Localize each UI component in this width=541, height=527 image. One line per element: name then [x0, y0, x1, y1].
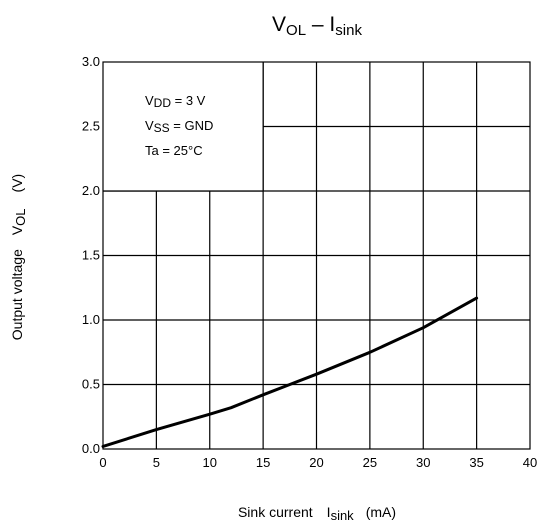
conditions-box — [103, 62, 264, 191]
y-axis-ticks: 0.0 0.5 1.0 1.5 2.0 2.5 3.0 — [82, 54, 100, 456]
y-tick-label: 0.5 — [82, 377, 100, 392]
x-axis-ticks: 0 5 10 15 20 25 30 35 40 — [99, 455, 537, 470]
condition-text: VDD = 3 V — [145, 93, 206, 110]
x-tick-label: 30 — [416, 455, 430, 470]
x-tick-label: 10 — [203, 455, 217, 470]
condition-text: VSS = GND — [145, 118, 213, 135]
condition-text: Ta = 25°C — [145, 143, 203, 158]
chart-title: VOL – Isink — [272, 13, 362, 39]
plot-frame — [102, 61, 531, 450]
y-tick-label: 1.0 — [82, 312, 100, 327]
y-tick-label: 2.5 — [82, 119, 100, 134]
y-tick-label: 0.0 — [82, 441, 100, 456]
x-tick-label: 0 — [99, 455, 106, 470]
x-tick-label: 40 — [523, 455, 537, 470]
y-tick-label: 1.5 — [82, 248, 100, 263]
x-tick-label: 15 — [256, 455, 270, 470]
x-axis-label: Sink current Isink (mA) — [238, 504, 396, 523]
x-tick-label: 20 — [309, 455, 323, 470]
conditions-text: VDD = 3 V VSS = GND Ta = 25°C — [145, 93, 213, 158]
series-line — [101, 296, 479, 448]
y-axis-label: Output voltageVOL(V) — [9, 174, 28, 340]
plot-area: 0 5 10 15 20 25 30 35 40 0.0 0.5 1.0 1.5 2.0 2.5 3.0 — [82, 54, 537, 470]
x-tick-label: 5 — [153, 455, 160, 470]
y-tick-label: 2.0 — [82, 183, 100, 198]
x-tick-label: 25 — [363, 455, 377, 470]
series-layer — [101, 296, 479, 448]
y-tick-label: 3.0 — [82, 54, 100, 69]
x-tick-label: 35 — [469, 455, 483, 470]
